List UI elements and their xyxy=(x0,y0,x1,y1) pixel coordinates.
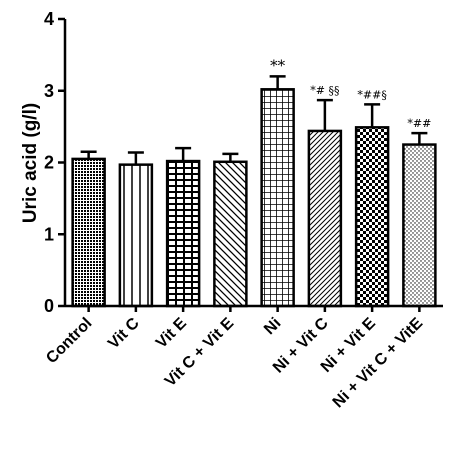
y-tick-label: 1 xyxy=(44,224,54,244)
y-axis-label: Uric acid (g/l) xyxy=(20,103,41,223)
x-tick-label: Ni + Vit C + VitE xyxy=(330,315,427,412)
bar xyxy=(402,143,437,308)
significance-label: ** xyxy=(270,56,286,74)
bar xyxy=(354,126,390,308)
y-tick-label: 2 xyxy=(44,153,54,173)
bars xyxy=(71,75,437,308)
bar xyxy=(260,88,295,308)
bar xyxy=(71,157,106,308)
significance-label: *## xyxy=(407,117,431,130)
x-tick-label: Vit E xyxy=(153,315,190,352)
y-tick-label: 4 xyxy=(44,9,54,29)
significance-label: *# §§ xyxy=(310,84,339,97)
x-tick-label: Control xyxy=(43,315,95,367)
bar xyxy=(307,129,343,308)
axes xyxy=(58,17,443,312)
y-tick-label: 3 xyxy=(44,81,54,101)
significance-label: *##§ xyxy=(357,88,386,101)
x-tick-label: Vit C xyxy=(105,314,143,352)
bar xyxy=(213,160,248,308)
bar xyxy=(118,163,154,308)
x-tick-label: Ni xyxy=(261,315,284,338)
bar xyxy=(165,159,201,308)
y-tick-label: 0 xyxy=(44,296,54,316)
